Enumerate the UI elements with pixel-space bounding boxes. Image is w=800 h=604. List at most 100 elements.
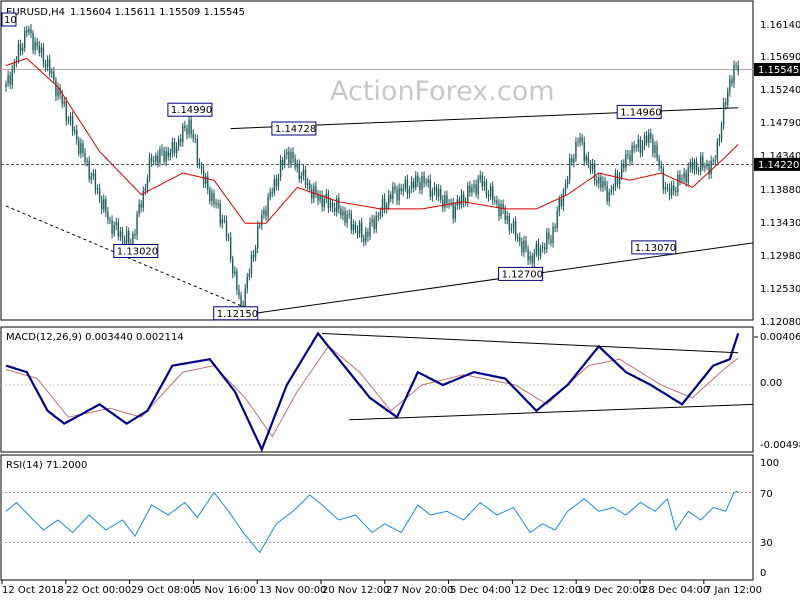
candle — [533, 248, 536, 269]
candle — [662, 165, 664, 194]
candle — [163, 147, 165, 165]
candle — [142, 186, 144, 212]
candle — [198, 158, 201, 169]
candle — [479, 170, 481, 183]
candle — [548, 228, 550, 245]
candle — [525, 235, 527, 253]
candle — [693, 158, 696, 175]
candle — [444, 191, 446, 212]
candle — [442, 195, 444, 213]
candle — [217, 199, 219, 209]
svg-text:1.13020: 1.13020 — [117, 247, 158, 258]
candle — [290, 148, 292, 168]
candle — [558, 195, 560, 217]
level-price-tag-box — [754, 157, 800, 171]
candle — [90, 172, 92, 185]
candle — [687, 162, 689, 187]
candle — [138, 199, 140, 218]
rsi-pane-frame — [0, 454, 754, 581]
candle — [348, 209, 350, 219]
candle — [296, 159, 298, 173]
candle — [182, 122, 184, 147]
candle — [720, 121, 723, 143]
candle — [221, 214, 224, 229]
candle — [202, 164, 205, 188]
time-label: 7 Jan 12:00 — [705, 585, 762, 596]
candle — [581, 133, 583, 146]
candle — [336, 195, 338, 217]
candle — [219, 199, 221, 228]
candle — [550, 234, 552, 247]
candle — [645, 130, 648, 147]
candle — [200, 161, 203, 175]
candle — [381, 194, 384, 218]
candle — [556, 206, 558, 232]
time-label: 28 Dec 04:00 — [642, 585, 709, 596]
candle — [652, 134, 654, 158]
candle — [616, 170, 619, 189]
candle — [215, 198, 217, 209]
candle — [300, 171, 303, 184]
macd-trendline — [349, 403, 753, 421]
candle — [298, 159, 300, 183]
candle — [169, 148, 172, 161]
candle — [331, 199, 334, 213]
candle — [92, 169, 95, 180]
candle — [552, 222, 554, 248]
time-label: 29 Oct 08:00 — [131, 585, 196, 596]
candle — [98, 183, 101, 204]
candle — [325, 188, 328, 204]
candle — [627, 150, 629, 160]
candle — [417, 172, 419, 188]
candle — [398, 183, 400, 206]
candle — [650, 128, 652, 144]
candle — [78, 136, 80, 157]
candle — [400, 183, 402, 195]
candle — [134, 229, 136, 240]
candle — [487, 190, 490, 202]
candle — [498, 198, 500, 221]
candle — [24, 26, 26, 52]
candle — [88, 156, 90, 183]
candle — [207, 171, 209, 195]
time-label: 13 Nov 00:00 — [259, 585, 326, 596]
macd-pane-frame — [0, 326, 754, 453]
candle — [731, 75, 733, 87]
candle — [537, 238, 540, 261]
candle — [84, 148, 86, 166]
time-label: 22 Oct 00:00 — [66, 585, 131, 596]
candle — [9, 71, 11, 90]
candle — [492, 181, 494, 205]
candle — [523, 235, 525, 258]
candle — [227, 233, 230, 242]
time-label: 12 Oct 2018 — [2, 585, 64, 596]
svg-text:1.14728: 1.14728 — [275, 124, 316, 135]
current-price-tag: 1.15545 — [754, 63, 800, 76]
candle — [194, 133, 196, 143]
candle — [508, 212, 511, 235]
candle — [585, 153, 588, 165]
candle — [103, 194, 105, 213]
price-axis-label: 1.13880 — [760, 185, 800, 196]
candle — [42, 42, 45, 68]
candle — [589, 159, 592, 175]
candle — [188, 114, 190, 138]
candle — [620, 159, 623, 180]
candle — [288, 146, 290, 169]
candle — [209, 186, 211, 205]
candle — [716, 137, 719, 164]
candle — [712, 157, 714, 165]
ohlc-readout: 1.15604 1.15611 1.15509 1.15545 — [70, 7, 245, 18]
candle — [40, 43, 43, 58]
candle — [356, 225, 359, 239]
candle — [46, 55, 49, 72]
candle — [666, 183, 669, 192]
candle — [263, 206, 265, 219]
candle — [727, 87, 729, 109]
macd-axis-label: 0.004069 — [760, 332, 800, 343]
candle — [232, 255, 234, 279]
candle — [423, 171, 425, 188]
candle — [148, 152, 151, 182]
candle — [256, 220, 259, 254]
